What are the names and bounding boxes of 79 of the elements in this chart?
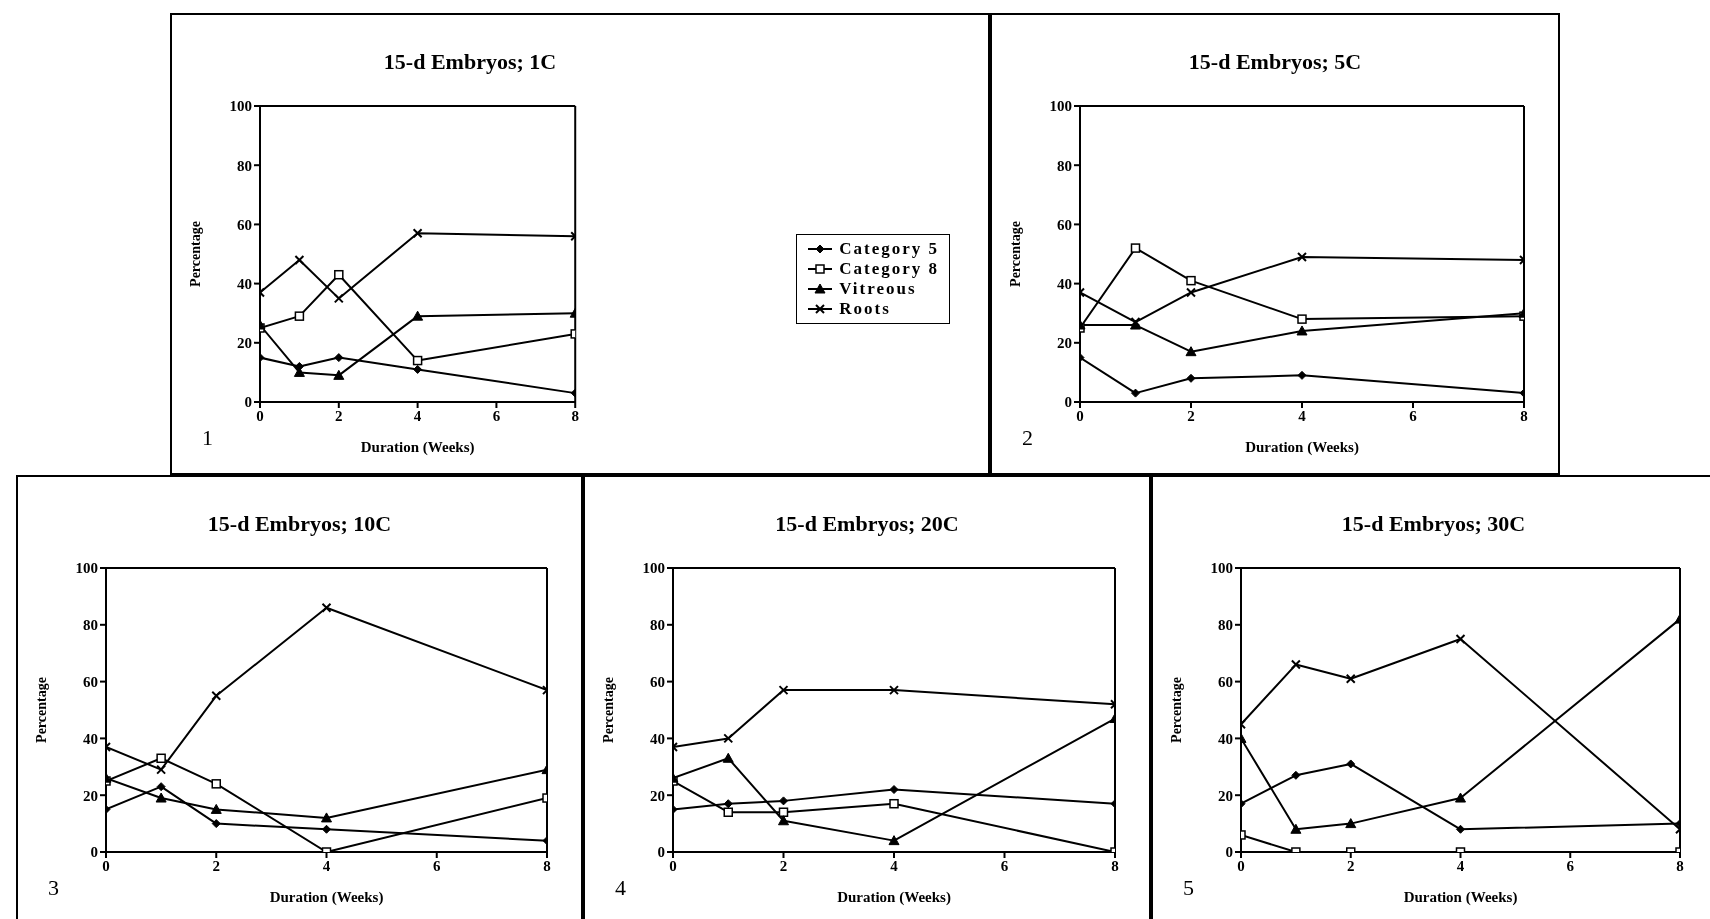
x-tick-label: 2 [1187, 407, 1195, 424]
y-axis-title: Percentage [187, 221, 203, 287]
y-tick-label: 20 [650, 787, 665, 804]
y-tick-label: 80 [1218, 617, 1233, 634]
x-tick-label: 0 [102, 857, 110, 874]
y-tick-label: 80 [650, 617, 665, 634]
x-tick-label: 2 [212, 857, 220, 874]
text: 5 [1183, 875, 1194, 901]
chart-title: 15-d Embryos; 30C [1340, 511, 1527, 537]
legend-label: Roots [839, 298, 891, 319]
x-axis-title: Duration (Weeks) [1245, 439, 1359, 456]
x-tick-label: 0 [1076, 407, 1084, 424]
y-axis-title: Percentage [1168, 677, 1184, 743]
legend-label: Category 5 [839, 238, 939, 259]
y-tick-label: 20 [1057, 335, 1072, 352]
y-tick-label: 20 [83, 787, 98, 804]
chart-title: 15-d Embryos; 10C [206, 511, 393, 537]
y-tick-label: 0 [90, 844, 98, 861]
x-tick-label: 4 [1456, 857, 1465, 874]
x-tick-label: 0 [669, 857, 677, 874]
x-tick-label: 4 [322, 857, 331, 874]
y-tick-label: 20 [1218, 787, 1233, 804]
chart-title: 15-d Embryos; 5C [1187, 49, 1363, 75]
y-tick-label: 100 [642, 560, 665, 577]
y-tick-label: 60 [83, 673, 98, 690]
y-tick-label: 100 [75, 560, 98, 577]
text: 1 [202, 425, 213, 451]
y-tick-label: 80 [237, 157, 252, 174]
x-axis-title: Duration (Weeks) [837, 889, 951, 906]
x-tick-label: 6 [492, 407, 501, 424]
chart-title: 15-d Embryos; 1C [382, 49, 558, 75]
legend-label: Vitreous [839, 278, 917, 299]
x-tick-label: 2 [1347, 857, 1355, 874]
y-axis-title: Percentage [1007, 221, 1023, 287]
y-tick-label: 60 [237, 216, 252, 233]
x-tick-label: 6 [1000, 857, 1009, 874]
x-tick-label: 4 [890, 857, 899, 874]
legend-label: Category 8 [839, 258, 939, 279]
y-tick-label: 20 [237, 335, 252, 352]
x-tick-label: 6 [433, 857, 441, 874]
y-tick-label: 40 [1218, 730, 1233, 747]
x-tick-label: 8 [543, 857, 551, 874]
y-tick-label: 100 [1049, 98, 1072, 115]
text: 2 [1022, 425, 1033, 451]
x-axis-title: Duration (Weeks) [360, 439, 475, 456]
y-tick-label: 60 [650, 673, 665, 690]
x-tick-label: 6 [1566, 857, 1575, 874]
y-tick-label: 0 [1225, 844, 1233, 861]
y-tick-label: 60 [1218, 673, 1233, 690]
x-axis-title: Duration (Weeks) [1403, 889, 1518, 906]
x-tick-label: 8 [1676, 857, 1684, 874]
y-tick-label: 40 [83, 730, 98, 747]
x-axis-title: Duration (Weeks) [269, 889, 384, 906]
y-tick-label: 40 [237, 275, 252, 292]
y-axis-title: Percentage [33, 677, 49, 743]
y-tick-label: 0 [1064, 394, 1072, 411]
x-tick-label: 8 [571, 407, 579, 424]
x-tick-label: 4 [413, 407, 422, 424]
y-tick-label: 60 [1057, 216, 1072, 233]
x-tick-label: 8 [1520, 407, 1528, 424]
y-tick-label: 80 [1057, 157, 1072, 174]
chart-title: 15-d Embryos; 20C [774, 511, 960, 537]
y-tick-label: 80 [83, 617, 98, 634]
x-tick-label: 4 [1298, 407, 1307, 424]
y-tick-label: 40 [1057, 275, 1072, 292]
text: 4 [615, 875, 626, 901]
x-tick-label: 6 [1409, 407, 1418, 424]
y-tick-label: 0 [244, 394, 252, 411]
y-tick-label: 40 [650, 730, 665, 747]
y-tick-label: 100 [1210, 560, 1233, 577]
x-tick-label: 0 [1237, 857, 1245, 874]
x-tick-label: 0 [256, 407, 264, 424]
x-tick-label: 8 [1111, 857, 1119, 874]
y-tick-label: 100 [229, 98, 252, 115]
y-axis-title: Percentage [600, 677, 616, 743]
x-tick-label: 2 [335, 407, 343, 424]
text: 3 [48, 875, 59, 901]
y-tick-label: 0 [657, 844, 665, 861]
x-tick-label: 2 [779, 857, 788, 874]
